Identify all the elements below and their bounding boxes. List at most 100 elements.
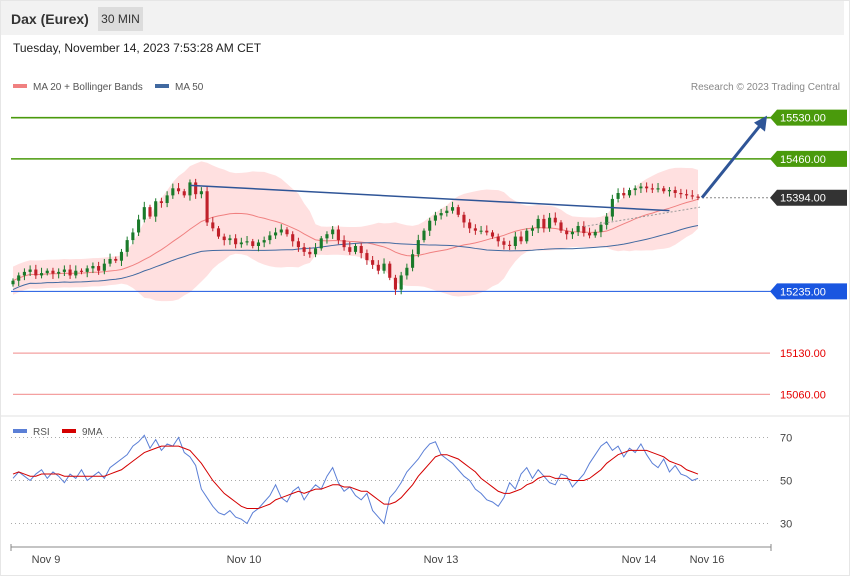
candle-body bbox=[593, 231, 597, 236]
candle-body bbox=[91, 266, 95, 269]
candle-body bbox=[525, 230, 529, 242]
candle-body bbox=[605, 216, 609, 225]
candle-body bbox=[633, 188, 637, 191]
bollinger-legend-label: MA 20 + Bollinger Bands bbox=[33, 82, 143, 93]
copyright-label: Research © 2023 Trading Central bbox=[691, 82, 840, 93]
candle-body bbox=[342, 240, 346, 248]
candle-body bbox=[433, 215, 437, 221]
candle-body bbox=[119, 251, 124, 261]
candle-body bbox=[667, 190, 672, 192]
candle-body bbox=[685, 194, 689, 196]
candle-body bbox=[559, 222, 563, 231]
candle-body bbox=[416, 240, 420, 255]
candle-body bbox=[239, 242, 243, 245]
trend-line bbox=[189, 184, 670, 212]
candle-body bbox=[228, 238, 232, 241]
candle-body bbox=[587, 233, 592, 236]
candle-body bbox=[291, 234, 295, 242]
candle-body bbox=[131, 232, 135, 241]
candle-body bbox=[251, 241, 255, 246]
rsi-tick-label: 70 bbox=[780, 433, 792, 445]
candle-body bbox=[28, 269, 32, 272]
candle-body bbox=[308, 251, 312, 255]
candle-body bbox=[79, 270, 84, 272]
support-level-label: 15060.00 bbox=[780, 389, 826, 401]
resistance-level-label: 15530.00 bbox=[780, 113, 826, 125]
timeframe-badge[interactable]: 30 MIN bbox=[98, 7, 143, 31]
candle-body bbox=[222, 236, 226, 241]
candle-body bbox=[371, 260, 375, 265]
candle-body bbox=[679, 193, 683, 195]
candle-body bbox=[673, 190, 677, 194]
last-level-tag bbox=[770, 189, 847, 206]
candle-body bbox=[74, 270, 78, 276]
candle-body bbox=[599, 224, 603, 232]
candle-body bbox=[376, 264, 380, 271]
candle-body bbox=[490, 232, 495, 237]
candle-body bbox=[473, 228, 477, 231]
candle-body bbox=[513, 236, 517, 246]
candle-body bbox=[182, 191, 186, 196]
candle-body bbox=[125, 240, 129, 252]
candle-body bbox=[468, 222, 472, 229]
candle-body bbox=[285, 229, 289, 235]
rsi-line bbox=[12, 434, 699, 525]
candle-body bbox=[11, 280, 15, 285]
candle-body bbox=[393, 277, 398, 290]
rsi-tick-label: 30 bbox=[780, 519, 792, 531]
resistance-level-tag bbox=[770, 109, 847, 126]
candle-body bbox=[148, 207, 152, 217]
candle-body bbox=[576, 225, 580, 232]
candle-body bbox=[456, 207, 460, 215]
candle-body bbox=[645, 186, 649, 189]
candle-body bbox=[462, 214, 466, 223]
ma50-legend-swatch bbox=[155, 84, 169, 88]
candle-body bbox=[536, 218, 540, 229]
candle-body bbox=[627, 190, 632, 196]
candle-body bbox=[439, 213, 443, 216]
candle-body bbox=[188, 182, 192, 196]
candle-body bbox=[51, 270, 55, 274]
candle-body bbox=[279, 229, 283, 233]
candle-body bbox=[205, 191, 209, 223]
candle-body bbox=[97, 266, 101, 271]
resistance-level-tag bbox=[770, 150, 847, 167]
candle-body bbox=[411, 254, 415, 268]
rsi-tick-label: 50 bbox=[780, 476, 792, 488]
candle-body bbox=[582, 225, 586, 234]
candle-body bbox=[34, 269, 38, 276]
candle-body bbox=[450, 207, 455, 211]
candle-body bbox=[616, 193, 620, 199]
forecast-arrow-head bbox=[754, 115, 767, 132]
instrument-title: Dax (Eurex) bbox=[11, 11, 89, 27]
candle-body bbox=[296, 241, 300, 248]
candle-body bbox=[622, 193, 626, 196]
candle-body bbox=[365, 253, 369, 261]
candle-body bbox=[382, 263, 386, 271]
candle-body bbox=[445, 210, 449, 214]
candle-body bbox=[17, 275, 21, 281]
candle-body bbox=[502, 241, 506, 245]
candle-body bbox=[165, 195, 169, 204]
candle-body bbox=[656, 188, 660, 190]
candle-body bbox=[650, 188, 654, 190]
candle-body bbox=[548, 217, 552, 229]
candle-body bbox=[45, 270, 49, 274]
candle-body bbox=[211, 222, 215, 229]
candle-body bbox=[216, 228, 221, 237]
candle-body bbox=[199, 191, 203, 195]
candle-body bbox=[662, 188, 666, 192]
candle-body bbox=[57, 271, 61, 274]
candle-body bbox=[108, 258, 112, 264]
x-tick-label: Nov 13 bbox=[424, 554, 459, 566]
candle-body bbox=[22, 271, 26, 276]
candle-body bbox=[336, 229, 340, 241]
pivot-level-label: 15235.00 bbox=[780, 286, 826, 298]
candle-body bbox=[234, 238, 238, 245]
candle-body bbox=[530, 228, 535, 231]
pivot-level-tag bbox=[770, 283, 847, 300]
candle-body bbox=[696, 196, 700, 198]
candle-body bbox=[262, 240, 266, 243]
candle-body bbox=[570, 231, 574, 235]
